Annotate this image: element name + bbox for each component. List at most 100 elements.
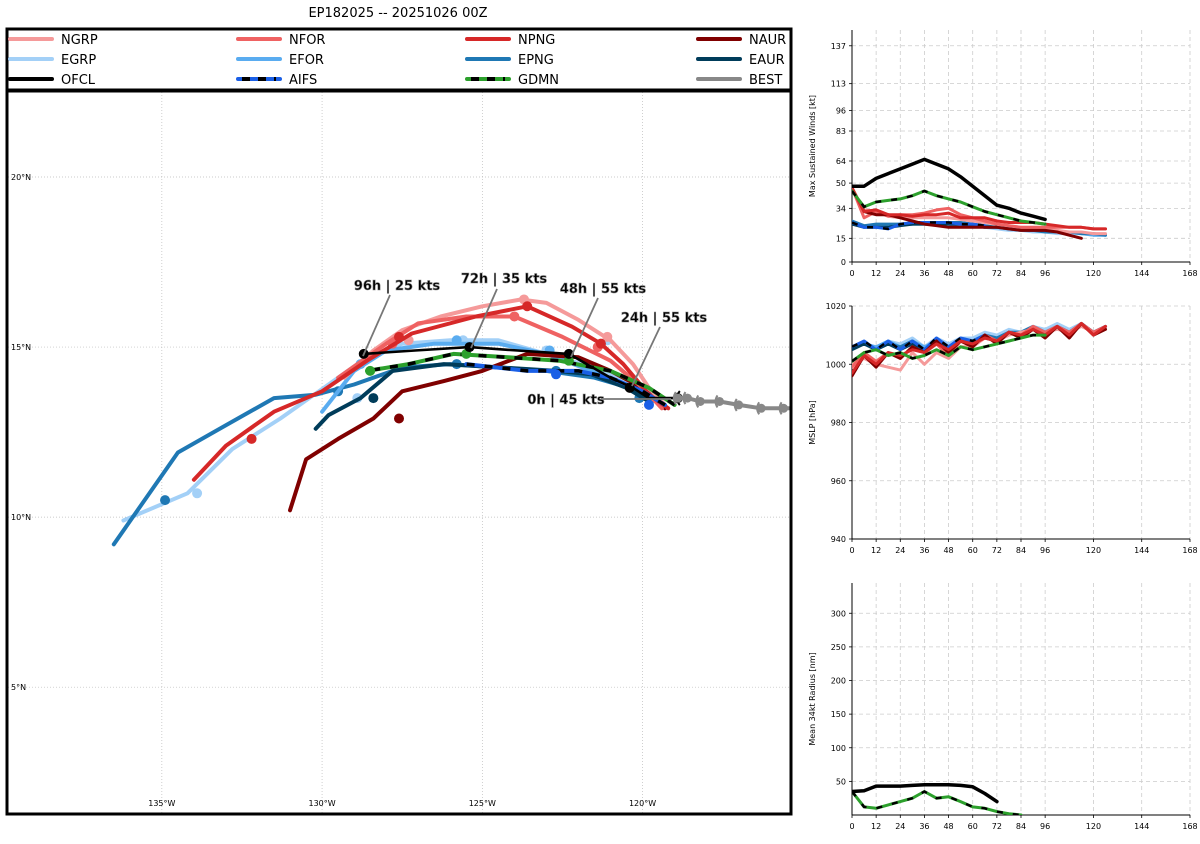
- panel-ylabel: MSLP [hPa]: [808, 400, 817, 444]
- panel-ytick-label: 83: [836, 127, 846, 136]
- best-track-point: [695, 396, 705, 406]
- panel-series: [852, 157, 1107, 240]
- legend-label-aifs: AIFS: [289, 73, 317, 88]
- legend-label-ngrp: NGRP: [61, 33, 98, 48]
- legend-label-efor: EFOR: [289, 53, 324, 68]
- legend-label-nfor: NFOR: [289, 33, 325, 48]
- panel-xtick-label: 96: [1040, 546, 1050, 555]
- track-marker-efor: [451, 335, 462, 346]
- panel-ytick-label: 150: [831, 710, 846, 719]
- track-marker-aifs: [643, 399, 654, 410]
- panel-xtick-label: 120: [1086, 269, 1101, 278]
- panel-xtick-label: 36: [919, 269, 929, 278]
- map-lat-label: 10°N: [11, 513, 31, 522]
- track-marker-nfor: [509, 311, 520, 322]
- panel-xtick-label: 72: [992, 546, 1002, 555]
- mslp-panel: 0 12 24 36 48 60 72 84 96 120 144 168 940 960 980 1000 1…: [808, 302, 1198, 555]
- panel-ytick-label: 15: [836, 234, 846, 243]
- annotation-96h: 96h | 25 kts: [354, 279, 441, 294]
- panel-xtick-label: 84: [1016, 546, 1026, 555]
- track-npng: [191, 304, 671, 482]
- panel-xtick-label: 24: [895, 546, 905, 555]
- panel-ytick-label: 1000: [826, 360, 846, 369]
- panel-xtick-label: 60: [968, 822, 978, 831]
- track-dash-aifs: [466, 362, 666, 407]
- panel-xtick-label: 0: [849, 822, 854, 831]
- map-lon-label: 125°W: [469, 799, 496, 808]
- legend-label-ofcl: OFCL: [61, 73, 96, 88]
- track-marker-egrp: [192, 488, 203, 499]
- best-track-point: [682, 393, 692, 403]
- map-lat-label: 15°N: [11, 343, 31, 352]
- panel-xtick-label: 84: [1016, 269, 1026, 278]
- panel-xtick-label: 24: [895, 822, 905, 831]
- best-track-point: [734, 400, 744, 410]
- panel-xtick-label: 0: [849, 269, 854, 278]
- annotation-0h: 0h | 45 kts: [527, 393, 605, 408]
- panel-ytick-label: 137: [831, 42, 846, 51]
- best-track-symbol: [695, 394, 700, 409]
- panel-xtick-label: 84: [1016, 822, 1026, 831]
- panel-ytick-label: 50: [836, 179, 846, 188]
- panel-line-gdmn: [852, 189, 1047, 226]
- wind-panel: 0 12 24 36 48 60 72 84 96 120 144 168 0 15 34 50 64 83 96 1…: [808, 30, 1198, 278]
- map-lon-label: 120°W: [629, 799, 656, 808]
- legend-box: [5, 27, 793, 92]
- panel-xtick-label: 144: [1134, 269, 1149, 278]
- panel-ytick-label: 0: [841, 258, 846, 267]
- panel-series: [852, 322, 1107, 378]
- legend-label-naur: NAUR: [749, 33, 786, 48]
- legend: NGRP EGRP OFCL NFOR EFOR AIFS NPNG EPNG GDMN NAUR…: [5, 27, 793, 92]
- panel-xtick-label: 72: [992, 822, 1002, 831]
- panel-ytick-label: 960: [831, 477, 846, 486]
- map-tracks: [111, 294, 804, 547]
- track-marker-npng: [246, 433, 257, 444]
- panel-xtick-label: 96: [1040, 822, 1050, 831]
- panel-xtick-label: 12: [871, 546, 881, 555]
- best-track-point: [673, 393, 683, 403]
- panel-ylabel: Mean 34kt Radius [nm]: [808, 652, 817, 745]
- panel-line-gdmn: [852, 790, 1023, 815]
- annotation-48h: 48h | 55 kts: [560, 282, 647, 297]
- panel-ytick-label: 34: [836, 204, 846, 213]
- best-track-symbol: [714, 394, 719, 409]
- panel-xtick-label: 12: [871, 822, 881, 831]
- panel-xtick-label: 12: [871, 269, 881, 278]
- panel-line-ofcl: [852, 157, 1047, 222]
- panel-series: [852, 782, 1023, 815]
- panel-xtick-label: 0: [849, 546, 854, 555]
- map-lon-label: 130°W: [308, 799, 335, 808]
- best-track-symbol: [778, 401, 783, 415]
- track-marker-npng: [522, 301, 533, 312]
- panel-xtick-label: 48: [943, 269, 953, 278]
- panel-xtick-label: 168: [1182, 546, 1197, 555]
- panel-ytick-label: 250: [831, 643, 846, 652]
- track-marker-eaur: [368, 393, 379, 404]
- legend-label-eaur: EAUR: [749, 53, 785, 68]
- panel-line-ofcl: [852, 782, 999, 804]
- panel-ytick-label: 100: [831, 744, 846, 753]
- map-lat-label: 5°N: [11, 683, 26, 692]
- panel-xtick-label: 96: [1040, 269, 1050, 278]
- panel-xtick-label: 72: [992, 269, 1002, 278]
- legend-label-epng: EPNG: [518, 53, 554, 68]
- best-track-point: [714, 396, 724, 406]
- legend-label-egrp: EGRP: [61, 53, 96, 68]
- track-marker-ngrp: [602, 331, 613, 342]
- panel-ytick-label: 940: [831, 535, 846, 544]
- panel-ytick-label: 64: [836, 157, 846, 166]
- panel-xtick-label: 168: [1182, 822, 1197, 831]
- panel-ytick-label: 200: [831, 677, 846, 686]
- track-marker-npng: [595, 338, 606, 349]
- panel-ytick-label: 96: [836, 106, 846, 115]
- best-track-symbol: [682, 391, 687, 405]
- best-track-symbol: [802, 402, 804, 414]
- panel-xtick-label: 36: [919, 822, 929, 831]
- track-marker-gdmn: [365, 365, 376, 376]
- panel-line-dash-gdmn: [852, 333, 1046, 363]
- panel-ytick-label: 300: [831, 609, 846, 618]
- panel-xtick-label: 60: [968, 546, 978, 555]
- panel-xtick-label: 168: [1182, 269, 1197, 278]
- map-grid: [8, 92, 790, 813]
